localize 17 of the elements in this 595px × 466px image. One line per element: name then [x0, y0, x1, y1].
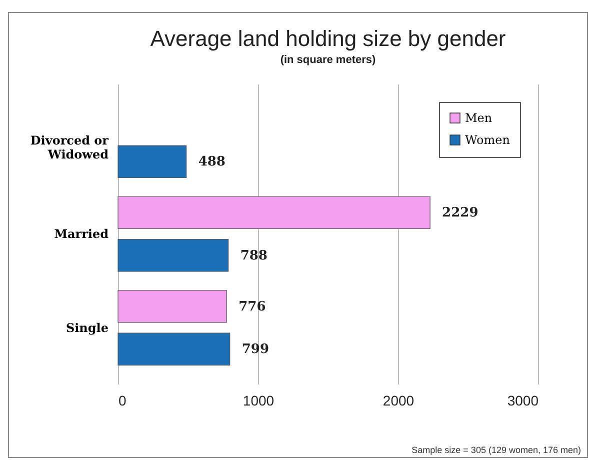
y-tick-label: Married	[54, 227, 110, 241]
data-label: 788	[240, 248, 268, 264]
x-tick-label: 1000	[242, 392, 274, 408]
y-tick-label: Single	[66, 320, 109, 335]
data-label: 2229	[442, 206, 478, 221]
data-label: 776	[238, 299, 266, 314]
text: Sample size = 305 (129 women, 176 men)	[412, 445, 581, 455]
data-label: 488	[198, 154, 226, 170]
x-tick-label: 2000	[382, 392, 414, 408]
chart-subtitle: (in square meters)	[280, 54, 376, 66]
y-tick-label: Divorced or Widowed	[30, 133, 110, 162]
legend-label: Men	[465, 111, 492, 125]
x-tick-label: 0	[118, 392, 126, 408]
chart-title: Average land holding size by gender	[150, 26, 506, 51]
data-label: 799	[242, 342, 269, 358]
legend-label: Women	[465, 133, 510, 147]
x-tick-label: 3000	[507, 392, 539, 408]
